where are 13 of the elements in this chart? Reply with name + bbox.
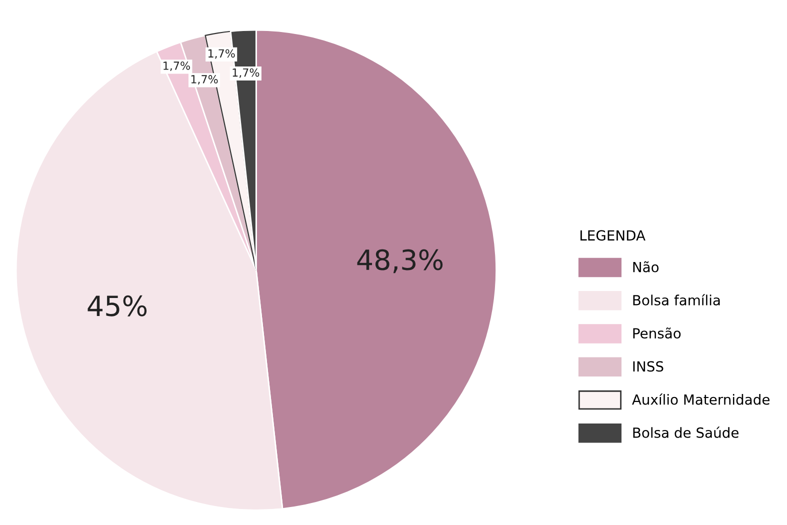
data-label: 1,7% xyxy=(208,49,235,59)
legend-label: INSS xyxy=(633,361,664,372)
data-label: 1,7% xyxy=(164,61,190,72)
data-label: 1,7% xyxy=(232,68,260,78)
data-label: 1,7% xyxy=(191,75,218,85)
legend-label: Não xyxy=(633,261,659,272)
legend-label: Auxílio Maternidade xyxy=(632,393,770,405)
data-label: 48,3% xyxy=(357,249,443,274)
legend-label: Bolsa família xyxy=(633,294,720,306)
legend-label: Pensão xyxy=(633,328,681,339)
legend-label: Bolsa de Saúde xyxy=(633,426,738,438)
data-label: 45% xyxy=(88,295,147,316)
legend-title: LEGENDA xyxy=(580,230,646,241)
